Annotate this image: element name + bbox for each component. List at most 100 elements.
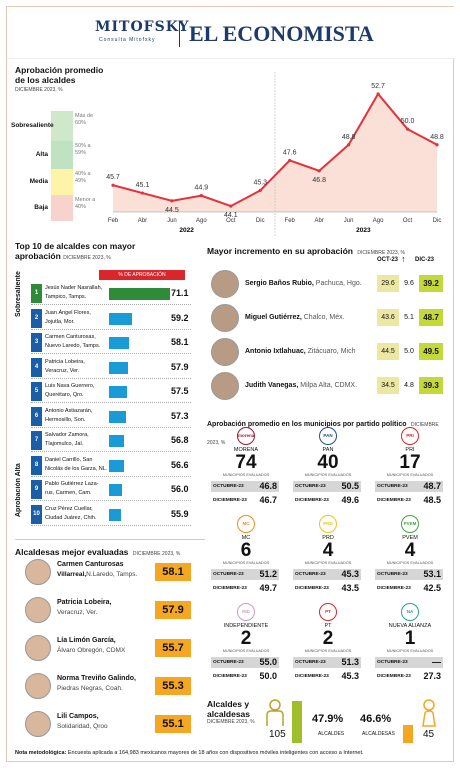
oct-label: OCTUBRE-23 <box>211 569 251 580</box>
party-count: 4 <box>404 540 416 561</box>
dic-value: 49.5 <box>419 343 443 360</box>
trend-value-label: 52.7 <box>371 83 385 90</box>
approval-value: 58.1 <box>171 337 189 347</box>
rank-badge: 10 <box>31 504 42 524</box>
mayor-name: Cruz Pérez Cuellar, <box>45 505 93 512</box>
mayor-place: Nuevo Laredo, Tamps. <box>45 343 101 349</box>
approval-value: 56.6 <box>171 459 189 470</box>
increase-title: Mayor incremento en su aprobación <box>207 246 353 256</box>
party-count: 2 <box>240 628 252 649</box>
party-count: 40 <box>317 452 339 473</box>
dic-label: DICIEMBRE-23 <box>213 586 247 591</box>
men-percent: 47.9% <box>312 713 344 725</box>
band-1 <box>51 141 73 169</box>
avatar <box>25 559 51 585</box>
mayor-name: Pablo Gutiérrez Laza- <box>45 481 99 487</box>
alcaldesa-value: 55.3 <box>155 677 191 695</box>
trend-point <box>140 191 145 195</box>
party-count: 74 <box>235 452 257 473</box>
trend-title-block: Aprobación promedio de los alcaldes DICI… <box>15 65 115 93</box>
trend-point <box>111 183 115 187</box>
top10-subtitle: DICIEMBRE 2023, % <box>63 255 111 261</box>
oct-value: 45.3 <box>333 569 361 580</box>
mayor-place: Ciudad Juárez, Chih. <box>45 514 97 521</box>
note-text: Encuesta aplicada a 164,983 mexicanos ma… <box>67 750 364 756</box>
mayor-name: Patricia Lobeira, <box>45 358 85 365</box>
band-label: Baja <box>34 204 48 211</box>
top10-column-header: % DE APROBACIÓN <box>99 270 185 280</box>
oct-value: 50.5 <box>333 481 361 492</box>
parties-subtitle: DICIEMBRE 2023, % <box>207 422 439 446</box>
trend-point <box>229 204 233 208</box>
increase-name-line: Sergio Baños Rubio, Pachuca, Hgo. <box>245 280 362 287</box>
women-label: ALCALDESAS <box>362 731 395 737</box>
top10-row: 4 Patricia Lobeira, Veracruz, Ver. 57.9 <box>31 356 191 379</box>
oct-value: 46.8 <box>251 481 279 492</box>
dic-value: 42.5 <box>423 583 441 593</box>
party-name: MC <box>241 535 251 541</box>
approval-bar <box>109 312 133 325</box>
dic-value: 39.3 <box>419 377 443 394</box>
alcaldesa-place: Piedras Negras, Coah. <box>57 685 123 692</box>
alcaldesa-line2: Piedras Negras, Coah. <box>57 685 123 692</box>
dic-value: 43.5 <box>341 583 359 593</box>
top10-title-block: Top 10 de alcaldes con mayor aprobación … <box>15 241 195 261</box>
party-name: MORENA <box>233 447 259 453</box>
top10-row: 9 Pablo Gutiérrez Laza-rus, Carmen, Cam. 5… <box>31 478 191 501</box>
dic-label: DICIEMBRE-23 <box>295 674 329 679</box>
alcaldesa-name: Lili Campos, <box>57 713 99 720</box>
parties-title: Aprobación promedio en los municipios po… <box>207 421 407 428</box>
alcaldesa-value: 58.1 <box>155 563 191 581</box>
alcaldesa-name-2: Villarreal, <box>57 571 87 578</box>
band-label: Alta <box>35 151 48 158</box>
oct-value: 51.2 <box>251 569 279 580</box>
trend-point <box>170 199 174 203</box>
mayor-place: Chalco, Méx. <box>303 314 345 321</box>
municipios-label: MUNICIPIOS EVALUADOS <box>222 561 270 565</box>
mayor-name: Sergio Baños Rubio, <box>245 280 314 287</box>
mayor-name: Daniel Carrillo, San <box>45 456 93 463</box>
x-tick-label: Oct <box>403 218 413 224</box>
oct-value: 34.5 <box>377 377 399 394</box>
trend-point <box>405 127 410 131</box>
mitofsky-subtitle: Consulta Mitofsky <box>99 37 156 43</box>
x-tick-label: Jun <box>167 218 177 224</box>
alcaldesa-value: 55.1 <box>155 715 191 733</box>
avatar <box>211 372 239 400</box>
trend-point <box>199 194 203 198</box>
party-count: 17 <box>399 452 421 473</box>
mayor-place: Hermosillo, Son. <box>45 416 86 423</box>
diff-value: 9.6 <box>404 280 414 287</box>
diff-value: 5.0 <box>404 348 414 355</box>
party-logo-pri: PRI <box>401 427 419 445</box>
man-icon <box>266 699 284 726</box>
mitofsky-logo: MITOFSKY <box>95 19 190 35</box>
mayor-place: Veracruz, Ver. <box>45 367 80 374</box>
approval-bar <box>109 288 171 300</box>
women-percent: 46.6% <box>360 713 392 725</box>
approval-bar <box>109 410 126 423</box>
band-3 <box>51 195 73 221</box>
party-logo-mc: MC <box>237 515 255 533</box>
band-2 <box>51 169 73 195</box>
party-count: 2 <box>322 628 334 649</box>
trend-line <box>112 92 438 208</box>
rank-badge: 2 <box>31 308 42 328</box>
top10-list: 1 Jesús Nader Nasrallah, Tampico, Tamps. 71… <box>31 282 191 532</box>
band-description: Menor a 40% <box>75 197 96 210</box>
trend-chart: 45.7Feb45.1Abr44.5Jun44.9Ago44.1Oct45.3D… <box>106 72 444 237</box>
municipios-label: MUNICIPIOS EVALUADOS <box>304 561 352 565</box>
party-count: 4 <box>322 540 334 561</box>
oct-value: 55.0 <box>251 657 279 668</box>
mayor-place: Tlajomulco, Jal. <box>45 441 84 447</box>
approval-bar <box>109 508 122 521</box>
x-tick-label: Feb <box>108 218 119 224</box>
municipios-label: MUNICIPIOS EVALUADOS <box>386 473 434 477</box>
arrow-up-icon: ↑ <box>401 254 406 264</box>
x-tick-label: Dic <box>433 218 442 224</box>
band-description: 40% a 49% <box>75 171 91 184</box>
x-tick-label: Ago <box>373 218 384 224</box>
municipios-label: MUNICIPIOS EVALUADOS <box>222 649 270 653</box>
oct-label: OCTUBRE-23 <box>211 657 251 668</box>
party-name: NUEVA ALIANZA <box>388 623 432 629</box>
